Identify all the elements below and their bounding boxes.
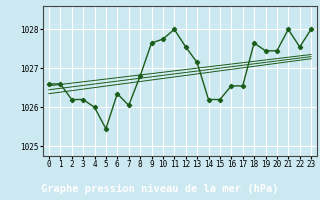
Text: Graphe pression niveau de la mer (hPa): Graphe pression niveau de la mer (hPa) [41,183,279,194]
